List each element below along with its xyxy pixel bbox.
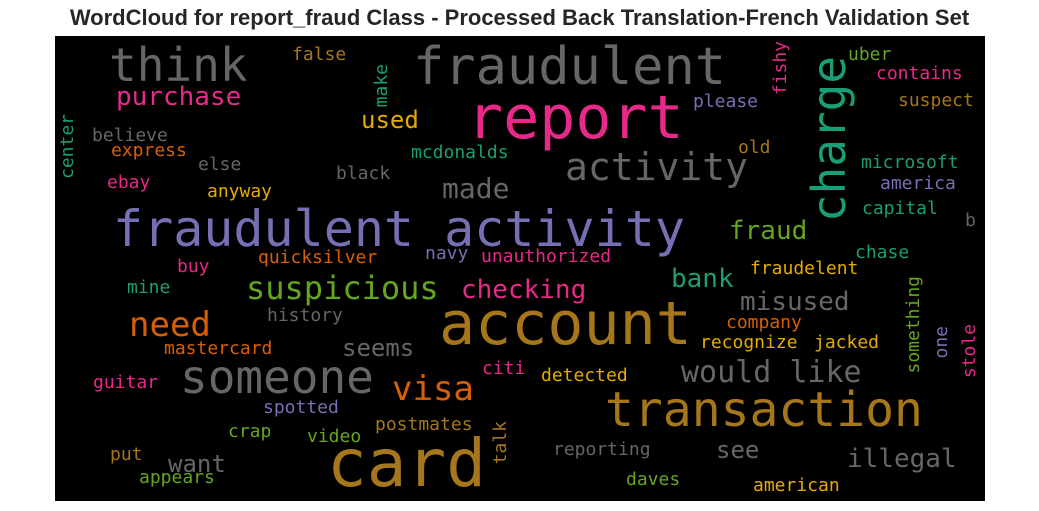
word-fraud: fraud bbox=[729, 216, 808, 246]
word-purchase: purchase bbox=[116, 82, 242, 112]
word-recognize: recognize bbox=[700, 332, 798, 353]
word-mine: mine bbox=[127, 277, 171, 298]
word-crap: crap bbox=[228, 421, 272, 442]
word-buy: buy bbox=[177, 256, 210, 277]
word-citi: citi bbox=[482, 358, 526, 379]
word-bank: bank bbox=[671, 264, 734, 294]
word-jacked: jacked bbox=[814, 332, 880, 353]
word-need: need bbox=[129, 305, 211, 345]
word-black: black bbox=[336, 163, 391, 184]
word-want: want bbox=[168, 450, 226, 478]
word-mastercard: mastercard bbox=[164, 338, 273, 359]
word-contains: contains bbox=[876, 63, 963, 84]
word-b: b bbox=[965, 210, 976, 231]
word-history: history bbox=[267, 305, 343, 326]
word-one: one bbox=[931, 325, 952, 359]
word-guitar: guitar bbox=[93, 372, 159, 393]
word-please: please bbox=[693, 91, 759, 112]
word-charge: charge bbox=[802, 55, 856, 223]
word-someone: someone bbox=[180, 350, 374, 404]
word-think: think bbox=[109, 38, 248, 92]
word-old: old bbox=[738, 137, 771, 158]
word-chase: chase bbox=[855, 242, 910, 263]
word-daves: daves bbox=[626, 469, 681, 490]
word-center: center bbox=[57, 113, 78, 180]
word-navy: navy bbox=[425, 243, 469, 264]
word-misused: misused bbox=[740, 287, 850, 317]
word-uber: uber bbox=[848, 44, 892, 65]
word-fraudulent-activity: fraudulent activity bbox=[113, 200, 685, 258]
word-american: american bbox=[753, 475, 840, 496]
word-fraudelent: fraudelent bbox=[750, 258, 859, 279]
word-put: put bbox=[110, 444, 143, 465]
word-checking: checking bbox=[461, 275, 587, 305]
word-used: used bbox=[361, 106, 419, 134]
word-fishy: fishy bbox=[770, 40, 791, 96]
word-microsoft: microsoft bbox=[861, 152, 959, 173]
word-make: make bbox=[371, 63, 392, 108]
word-would-like: would like bbox=[681, 355, 862, 390]
word-stole: stole bbox=[959, 323, 980, 379]
word-spotted: spotted bbox=[263, 397, 339, 418]
word-anyway: anyway bbox=[207, 181, 273, 202]
word-report: report bbox=[467, 83, 684, 153]
word-seems: seems bbox=[342, 334, 415, 362]
word-unauthorized: unauthorized bbox=[481, 246, 612, 267]
word-else: else bbox=[198, 154, 242, 175]
word-made: made bbox=[442, 172, 510, 205]
word-see: see bbox=[716, 436, 760, 464]
word-video: video bbox=[307, 426, 362, 447]
word-activity: activity bbox=[565, 145, 749, 189]
word-express: express bbox=[111, 140, 187, 161]
word-talk: talk bbox=[490, 420, 511, 465]
word-ebay: ebay bbox=[107, 172, 151, 193]
word-reporting: reporting bbox=[553, 439, 651, 460]
word-capital: capital bbox=[862, 198, 938, 219]
word-mcdonalds: mcdonalds bbox=[411, 142, 509, 163]
word-transaction: transaction bbox=[605, 382, 923, 438]
word-postmates: postmates bbox=[375, 414, 473, 435]
word-quicksilver: quicksilver bbox=[258, 247, 378, 268]
word-something: something bbox=[903, 275, 924, 374]
word-company: company bbox=[726, 312, 802, 333]
word-appears: appears bbox=[139, 467, 215, 488]
word-fraudulent: fraudulent bbox=[413, 37, 727, 97]
word-suspect: suspect bbox=[898, 90, 974, 111]
word-suspicious: suspicious bbox=[246, 269, 439, 307]
word-illegal: illegal bbox=[847, 444, 957, 474]
word-believe: believe bbox=[92, 125, 168, 146]
word-account: account bbox=[439, 289, 692, 359]
word-america: america bbox=[880, 173, 956, 194]
word-false: false bbox=[292, 44, 347, 65]
word-card: card bbox=[327, 425, 486, 501]
word-detected: detected bbox=[541, 365, 628, 386]
word-visa: visa bbox=[392, 369, 474, 409]
chart-title: WordCloud for report_fraud Class - Proce… bbox=[69, 5, 970, 30]
word-cloud: report fraudulent activity account card tran… bbox=[55, 36, 985, 501]
